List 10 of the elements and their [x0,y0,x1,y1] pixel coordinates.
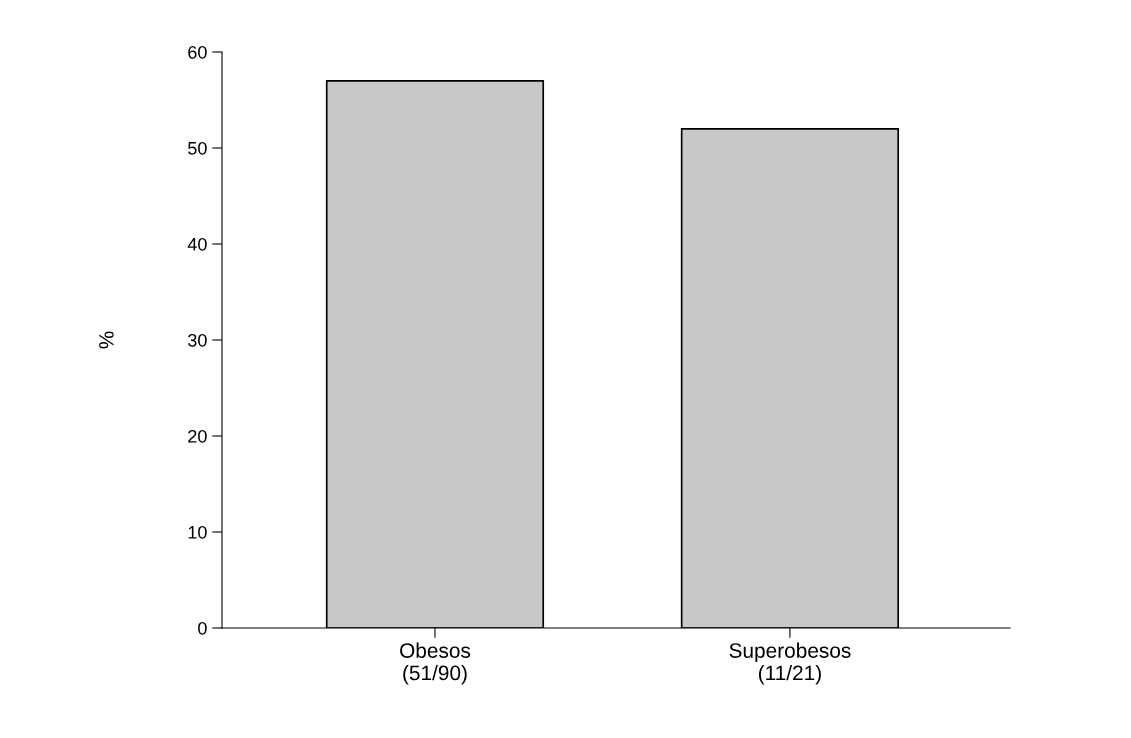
y-tick-label: 10 [188,525,207,539]
y-tick-label: 50 [188,141,207,155]
x-tick-label: Obesos (51/90) [400,642,471,685]
y-tick-label: 60 [188,45,207,59]
y-tick-label: 0 [198,621,207,635]
x-tick-label: Superobesos (11/21) [729,642,851,685]
y-tick-label: 40 [187,237,207,251]
y-axis-title: % [99,331,114,349]
y-tick-label: 20 [188,429,207,443]
y-tick-label: 30 [188,333,207,347]
